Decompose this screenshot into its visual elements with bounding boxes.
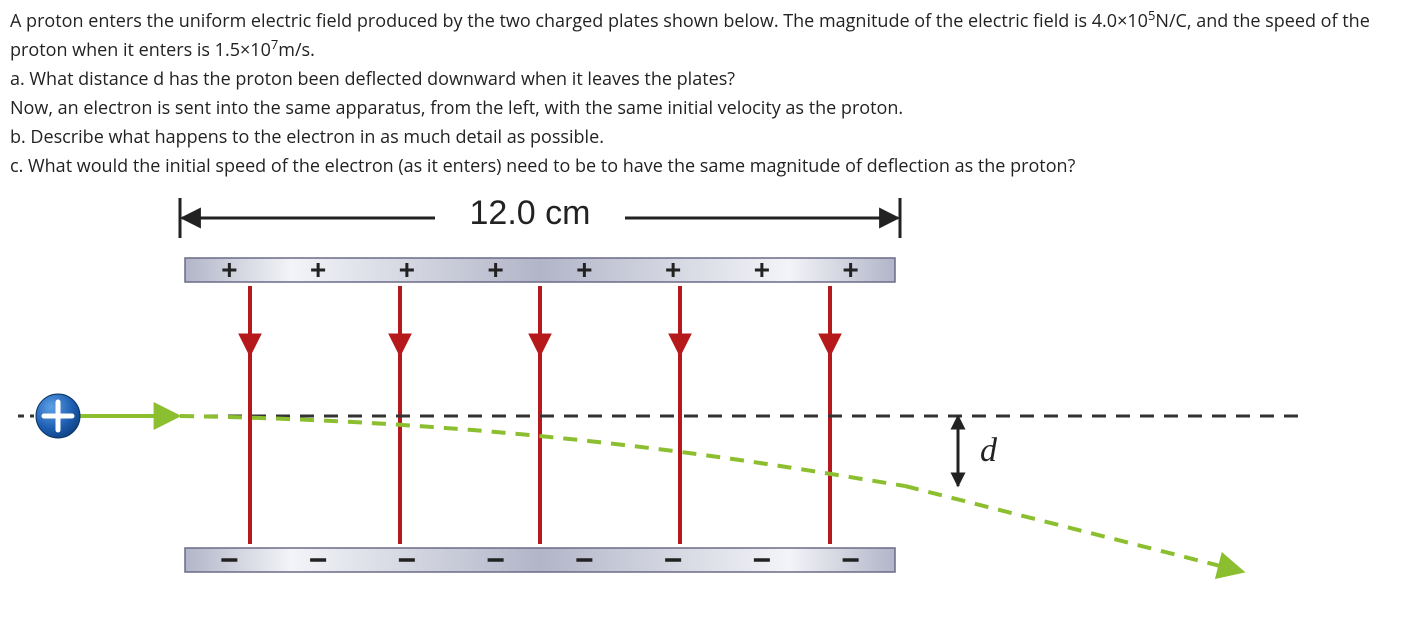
efield-arrow-icon: [389, 334, 411, 356]
diagram-svg: 12.0 cm d: [0, 186, 1426, 606]
figure: 12.0 cm d: [0, 186, 1426, 606]
part-b: b. Describe what happens to the electron…: [10, 124, 1416, 151]
plate-bottom: [185, 548, 895, 572]
beam-inside: [180, 416, 905, 486]
efield-arrow-icon: [819, 334, 841, 356]
efield-arrow-icon: [239, 334, 261, 356]
d-label: d: [980, 432, 998, 469]
efield-arrow-icon: [669, 334, 691, 356]
beam-exit: [905, 486, 1240, 571]
intro-line: A proton enters the uniform electric fie…: [10, 6, 1416, 64]
lead-b: Now, an electron is sent into the same a…: [10, 95, 1416, 122]
efield-arrow-icon: [529, 334, 551, 356]
dim-label: 12.0 cm: [470, 194, 591, 232]
problem-text: A proton enters the uniform electric fie…: [0, 0, 1426, 186]
part-a: a. What distance d has the proton been d…: [10, 66, 1416, 93]
part-c: c. What would the initial speed of the e…: [10, 153, 1416, 180]
plate-top: [185, 258, 895, 282]
